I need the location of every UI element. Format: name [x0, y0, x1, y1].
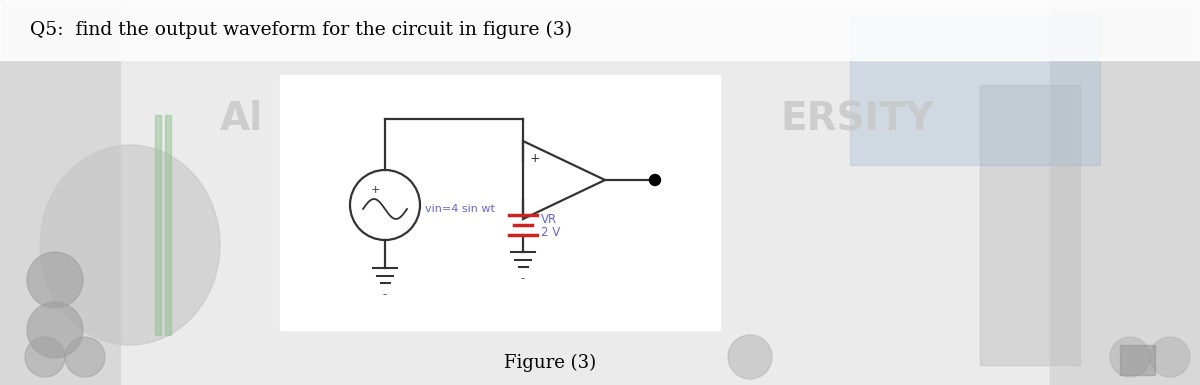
Circle shape	[65, 337, 106, 377]
Text: ERSITY: ERSITY	[780, 100, 934, 138]
Bar	[0, 0, 1200, 60]
Text: Figure (3): Figure (3)	[504, 354, 596, 372]
Text: +: +	[530, 152, 541, 165]
Circle shape	[728, 335, 772, 379]
Bar	[155, 115, 161, 335]
Bar	[280, 75, 720, 330]
Circle shape	[25, 337, 65, 377]
Circle shape	[1150, 337, 1190, 377]
Text: –: –	[383, 290, 388, 299]
Bar	[1120, 345, 1154, 375]
Circle shape	[28, 302, 83, 358]
Bar	[1050, 0, 1200, 385]
Text: VR: VR	[541, 213, 557, 226]
Text: 2 V: 2 V	[541, 226, 560, 239]
Text: Q5:  find the output waveform for the circuit in figure (3): Q5: find the output waveform for the cir…	[30, 21, 572, 39]
Bar	[0, 0, 120, 385]
Text: Al: Al	[220, 100, 263, 138]
Bar	[166, 115, 172, 335]
Circle shape	[1110, 337, 1150, 377]
Bar	[850, 15, 1100, 165]
Bar	[980, 85, 1080, 365]
Circle shape	[649, 174, 660, 186]
Text: +: +	[371, 185, 379, 195]
Text: vin=4 sin wt: vin=4 sin wt	[425, 204, 494, 214]
Ellipse shape	[40, 145, 220, 345]
Circle shape	[28, 252, 83, 308]
Text: –: –	[521, 274, 526, 283]
